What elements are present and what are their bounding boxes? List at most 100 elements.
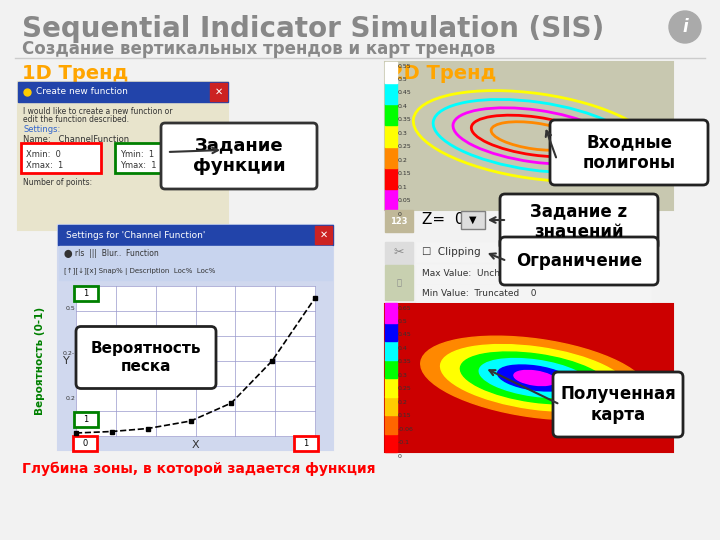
Text: Max Value:  Unchanged: Max Value: Unchanged	[422, 269, 528, 279]
Bar	[385, 62, 397, 83]
Bar	[385, 321, 397, 341]
Bar	[416, 284, 651, 302]
Text: Z=  0: Z= 0	[422, 213, 464, 227]
Text: Sequential Indicator Simulation (SIS): Sequential Indicator Simulation (SIS)	[22, 15, 604, 43]
Text: ⬤ rls  |||  Blur..  Function: ⬤ rls ||| Blur.. Function	[64, 249, 158, 259]
Text: Settings:: Settings:	[23, 125, 60, 134]
Text: 2D Тренд: 2D Тренд	[390, 64, 496, 83]
Text: 0.2: 0.2	[65, 396, 75, 401]
FancyBboxPatch shape	[500, 237, 658, 285]
Bar	[385, 125, 397, 146]
Bar	[385, 242, 413, 264]
FancyBboxPatch shape	[76, 327, 216, 388]
Bar	[18, 82, 228, 102]
Text: ⬛: ⬛	[397, 279, 402, 287]
Text: ▼: ▼	[469, 215, 477, 225]
Text: 0: 0	[82, 438, 88, 448]
Text: 1D Тренд: 1D Тренд	[22, 64, 128, 83]
Text: Полученная
карта: Полученная карта	[560, 385, 676, 424]
Text: Глубина зоны, в которой задается функция: Глубина зоны, в которой задается функция	[22, 462, 376, 476]
Bar	[385, 146, 397, 168]
FancyBboxPatch shape	[21, 143, 101, 173]
Text: 0.3: 0.3	[398, 131, 408, 136]
Bar	[385, 210, 413, 232]
Text: Y: Y	[63, 356, 69, 366]
Ellipse shape	[480, 359, 590, 397]
Text: 0.25: 0.25	[398, 144, 412, 149]
Text: Create new function: Create new function	[36, 87, 128, 97]
Text: 0.3: 0.3	[398, 373, 408, 378]
Text: X: X	[192, 440, 199, 450]
Bar	[385, 83, 397, 104]
Bar	[210, 83, 227, 101]
Text: 0.05: 0.05	[398, 198, 412, 203]
Ellipse shape	[514, 370, 556, 386]
Text: Xmax:  1: Xmax: 1	[26, 161, 63, 170]
Bar	[385, 265, 413, 300]
Text: ✂: ✂	[394, 246, 404, 260]
Text: Вероятность
песка: Вероятность песка	[91, 341, 202, 374]
Text: 1: 1	[84, 415, 89, 423]
Bar	[385, 414, 397, 434]
Ellipse shape	[498, 365, 572, 391]
Text: ✕: ✕	[320, 230, 328, 240]
Bar	[385, 433, 397, 452]
Bar	[59, 264, 332, 280]
Text: 0.5: 0.5	[398, 77, 408, 82]
Text: [↑][↓][x] Snap% | Description  Loc%  Loc%: [↑][↓][x] Snap% | Description Loc% Loc%	[64, 267, 215, 274]
Text: 0.4: 0.4	[398, 346, 408, 351]
Text: 1: 1	[303, 438, 309, 448]
Text: 0.15: 0.15	[398, 171, 412, 176]
FancyBboxPatch shape	[294, 436, 318, 451]
Text: Ограничение: Ограничение	[516, 252, 642, 270]
Text: 0.2: 0.2	[398, 158, 408, 163]
FancyBboxPatch shape	[500, 194, 658, 250]
Text: 0.4: 0.4	[398, 104, 408, 109]
Bar	[385, 168, 397, 189]
Bar	[385, 303, 397, 322]
Text: 0.2-: 0.2-	[63, 351, 75, 356]
Text: 0: 0	[398, 212, 402, 217]
Bar	[416, 242, 651, 262]
Bar	[385, 395, 397, 415]
Text: 0.2: 0.2	[398, 400, 408, 404]
Text: 123: 123	[390, 217, 408, 226]
Text: Xmin:  0: Xmin: 0	[26, 150, 61, 159]
Ellipse shape	[420, 336, 649, 420]
Text: Входные
полигоны: Входные полигоны	[582, 133, 675, 172]
Bar	[385, 304, 673, 452]
Text: Min Value:  Truncated    0: Min Value: Truncated 0	[422, 288, 536, 298]
Bar	[385, 62, 673, 210]
Bar	[76, 286, 315, 436]
Text: ☐  Clipping: ☐ Clipping	[422, 247, 481, 257]
Text: Name:   ChannelFunction: Name: ChannelFunction	[23, 135, 129, 144]
FancyBboxPatch shape	[161, 123, 317, 189]
Text: 0: 0	[398, 454, 402, 458]
Bar	[315, 226, 332, 244]
Bar	[416, 264, 651, 284]
Text: Number of points:: Number of points:	[23, 178, 92, 187]
FancyBboxPatch shape	[461, 211, 485, 229]
Text: edit the function described.: edit the function described.	[23, 115, 129, 124]
Bar	[385, 189, 397, 210]
Text: 0.65: 0.65	[398, 306, 412, 310]
Bar	[58, 225, 333, 245]
FancyBboxPatch shape	[553, 372, 683, 437]
Text: 0.35: 0.35	[398, 359, 412, 364]
FancyBboxPatch shape	[73, 436, 97, 451]
Ellipse shape	[460, 352, 609, 404]
Text: 0.55: 0.55	[398, 64, 412, 69]
Text: i: i	[682, 18, 688, 36]
Bar	[59, 246, 332, 263]
FancyBboxPatch shape	[550, 120, 708, 185]
Text: 0.5: 0.5	[398, 319, 408, 324]
Bar	[385, 377, 397, 396]
Text: -0.1: -0.1	[398, 440, 410, 445]
Bar	[385, 340, 397, 360]
Bar	[385, 104, 397, 125]
Text: Задание z
значений: Задание z значений	[531, 202, 628, 241]
Circle shape	[669, 11, 701, 43]
Text: Ymin:  1: Ymin: 1	[120, 150, 154, 159]
Text: 0.15: 0.15	[398, 413, 412, 418]
Text: 0.35: 0.35	[398, 117, 412, 123]
